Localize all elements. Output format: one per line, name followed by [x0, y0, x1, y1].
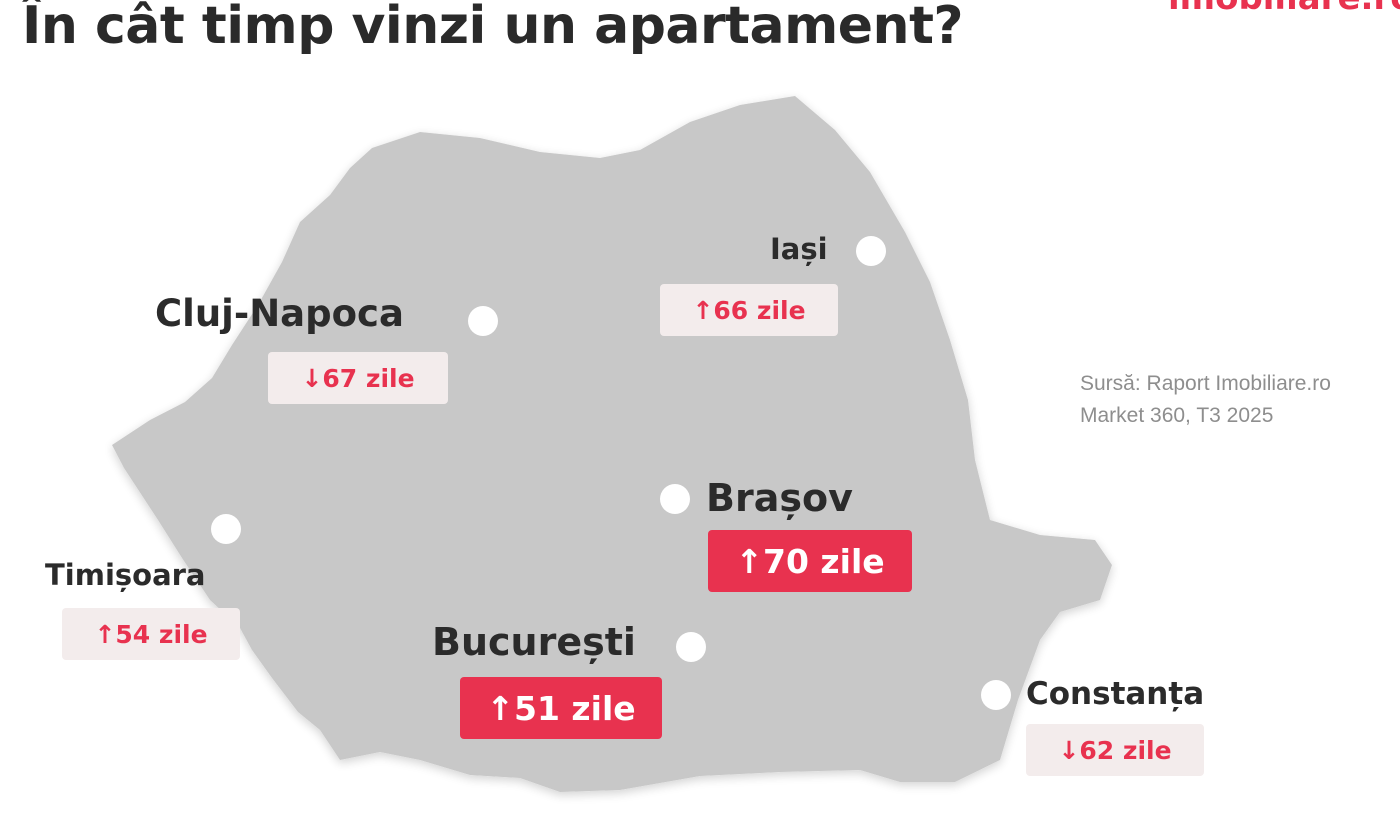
city-name-constanta: Constanța — [1026, 676, 1205, 712]
romania-country-shape — [112, 96, 1112, 792]
days-badge-timisoara: ↑54 zile — [62, 608, 240, 660]
days-badge-brasov: ↑70 zile — [708, 530, 912, 592]
page-title: În cât timp vinzi un apartament? — [22, 0, 964, 56]
days-badge-iasi: ↑66 zile — [660, 284, 838, 336]
city-marker-constanta — [981, 680, 1011, 710]
brand-logo: imobiliare.ro — [1168, 0, 1400, 18]
city-marker-iasi — [856, 236, 886, 266]
source-line-1: Sursă: Raport Imobiliare.ro — [1080, 372, 1331, 395]
days-badge-bucuresti: ↑51 zile — [460, 677, 662, 739]
days-badge-constanta: ↓62 zile — [1026, 724, 1204, 776]
source-note: Sursă: Raport Imobiliare.ro Market 360, … — [1080, 368, 1331, 432]
city-name-timisoara: Timișoara — [45, 558, 206, 592]
days-badge-cluj-napoca: ↓67 zile — [268, 352, 448, 404]
city-marker-brasov — [660, 484, 690, 514]
city-marker-timisoara — [211, 514, 241, 544]
city-name-cluj-napoca: Cluj-Napoca — [155, 292, 404, 335]
city-marker-cluj-napoca — [468, 306, 498, 336]
city-name-brasov: Brașov — [706, 476, 853, 520]
city-name-iasi: Iași — [770, 232, 828, 266]
city-name-bucuresti: București — [432, 620, 636, 664]
city-marker-bucuresti — [676, 632, 706, 662]
source-line-2: Market 360, T3 2025 — [1080, 404, 1274, 427]
